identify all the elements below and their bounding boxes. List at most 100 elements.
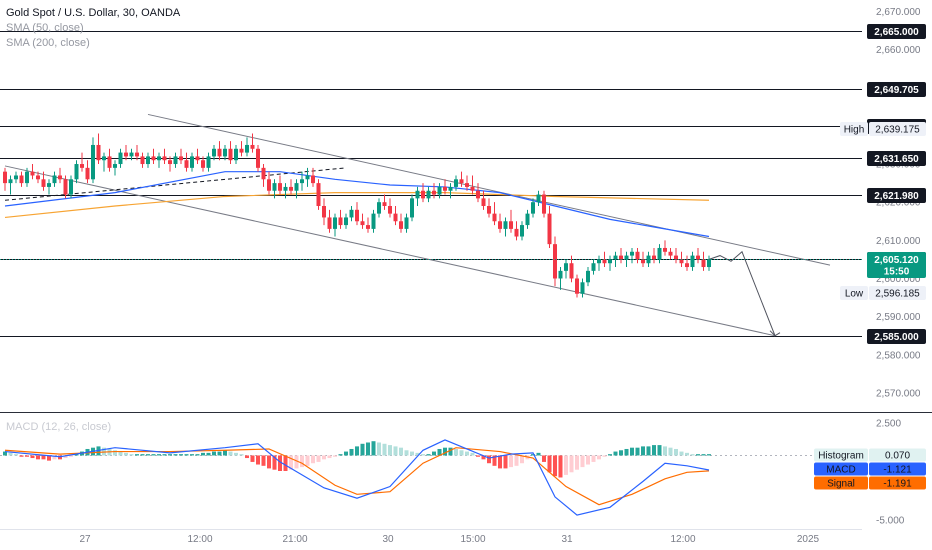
macd-histogram-bar[interactable] [382, 443, 387, 456]
macd-histogram-bar[interactable] [701, 454, 706, 456]
macd-histogram-bar[interactable] [261, 455, 266, 466]
candle-body[interactable] [426, 190, 431, 199]
candle-body[interactable] [261, 167, 266, 180]
candle-body[interactable] [135, 152, 139, 157]
candle-body[interactable] [437, 186, 442, 195]
macd-histogram-bar[interactable] [168, 454, 172, 456]
macd-histogram-bar[interactable] [349, 448, 354, 456]
candle-body[interactable] [399, 221, 403, 229]
candle-body[interactable] [432, 190, 436, 195]
candle-body[interactable] [234, 148, 238, 161]
candle-body[interactable] [305, 175, 310, 180]
candle-body[interactable] [217, 148, 222, 157]
candle-body[interactable] [195, 156, 200, 161]
macd-histogram-bar[interactable] [492, 455, 497, 466]
macd-histogram-bar[interactable] [619, 450, 623, 456]
macd-histogram-bar[interactable] [657, 445, 662, 456]
candle-body[interactable] [448, 186, 453, 191]
candle-body[interactable] [531, 202, 535, 214]
candle-body[interactable] [14, 175, 18, 180]
macd-histogram-bar[interactable] [586, 455, 590, 465]
macd-histogram-bar[interactable] [228, 451, 233, 456]
candle-body[interactable] [256, 148, 260, 168]
macd-histogram-bar[interactable] [311, 455, 315, 464]
macd-histogram-bar[interactable] [459, 450, 464, 456]
macd-histogram-bar[interactable] [421, 454, 425, 456]
candle-body[interactable] [25, 171, 29, 184]
candle-body[interactable] [338, 217, 343, 226]
candle-body[interactable] [41, 179, 46, 187]
candle-body[interactable] [267, 179, 271, 191]
candle-body[interactable] [624, 255, 629, 260]
macd-histogram-bar[interactable] [124, 452, 128, 456]
macd-histogram-bar[interactable] [641, 446, 645, 456]
macd-histogram-bar[interactable] [355, 446, 359, 456]
candle-body[interactable] [553, 244, 557, 279]
macd-histogram-bar[interactable] [278, 455, 282, 471]
candle-body[interactable] [52, 175, 57, 184]
candle-body[interactable] [344, 217, 348, 226]
macd-histogram-bar[interactable] [679, 451, 684, 456]
candle-body[interactable] [151, 156, 156, 161]
candle-body[interactable] [184, 160, 189, 168]
macd-histogram-bar[interactable] [74, 454, 79, 456]
macd-histogram-bar[interactable] [283, 455, 288, 471]
macd-histogram-bar[interactable] [608, 454, 612, 456]
macd-histogram-bar[interactable] [113, 450, 117, 456]
macd-histogram-bar[interactable] [30, 455, 35, 459]
candle-body[interactable] [8, 179, 13, 184]
macd-histogram-bar[interactable] [52, 455, 57, 460]
macd-histogram-bar[interactable] [437, 448, 442, 456]
candle-body[interactable] [459, 179, 464, 184]
candle-body[interactable] [322, 206, 326, 218]
candle-body[interactable] [283, 186, 288, 191]
macd-histogram-bar[interactable] [514, 455, 519, 466]
candle-body[interactable] [597, 259, 601, 264]
sma50-legend[interactable]: SMA (50, close) [6, 22, 84, 34]
macd-histogram-bar[interactable] [58, 455, 62, 460]
candle-body[interactable] [569, 263, 574, 279]
candle-body[interactable] [157, 156, 161, 161]
candle-body[interactable] [465, 183, 469, 187]
candle-body[interactable] [289, 186, 293, 191]
macd-histogram-bar[interactable] [305, 455, 310, 466]
signal-line[interactable] [4, 447, 710, 506]
candle-body[interactable] [179, 156, 183, 161]
sma200-legend[interactable]: SMA (200, close) [6, 37, 90, 49]
candle-body[interactable] [173, 156, 178, 165]
candle-body[interactable] [63, 179, 68, 195]
candle-body[interactable] [470, 186, 475, 191]
candle-body[interactable] [96, 144, 101, 161]
macd-histogram-bar[interactable] [63, 455, 68, 459]
macd-histogram-bar[interactable] [267, 455, 271, 469]
candle-body[interactable] [602, 259, 607, 264]
macd-histogram-bar[interactable] [481, 455, 486, 460]
candle-body[interactable] [30, 171, 35, 176]
macd-histogram-bar[interactable] [294, 455, 299, 469]
candle-body[interactable] [190, 156, 194, 168]
macd-histogram-bar[interactable] [707, 454, 711, 456]
macd-histogram-bar[interactable] [602, 455, 607, 457]
candle-body[interactable] [404, 217, 409, 229]
macd-histogram-bar[interactable] [531, 454, 535, 456]
macd-histogram-bar[interactable] [129, 454, 134, 456]
candle-body[interactable] [349, 209, 354, 218]
candle-body[interactable] [421, 190, 425, 199]
dashed-trendline[interactable] [4, 167, 347, 201]
candle-body[interactable] [674, 255, 678, 260]
macd-histogram-bar[interactable] [289, 455, 293, 470]
candle-body[interactable] [355, 209, 359, 222]
candle-body[interactable] [140, 156, 145, 165]
macd-histogram-bar[interactable] [498, 455, 502, 469]
macd-histogram-bar[interactable] [542, 455, 546, 462]
macd-histogram-bar[interactable] [146, 454, 150, 456]
macd-histogram-bar[interactable] [404, 450, 409, 456]
candle-body[interactable] [278, 183, 282, 191]
macd-histogram-bar[interactable] [685, 452, 689, 456]
macd-histogram-bar[interactable] [36, 455, 40, 460]
macd-histogram-bar[interactable] [591, 455, 596, 462]
macd-histogram-bar[interactable] [212, 451, 216, 456]
candle-body[interactable] [619, 255, 623, 260]
macd-histogram-bar[interactable] [245, 455, 249, 459]
macd-histogram-bar[interactable] [454, 448, 458, 456]
